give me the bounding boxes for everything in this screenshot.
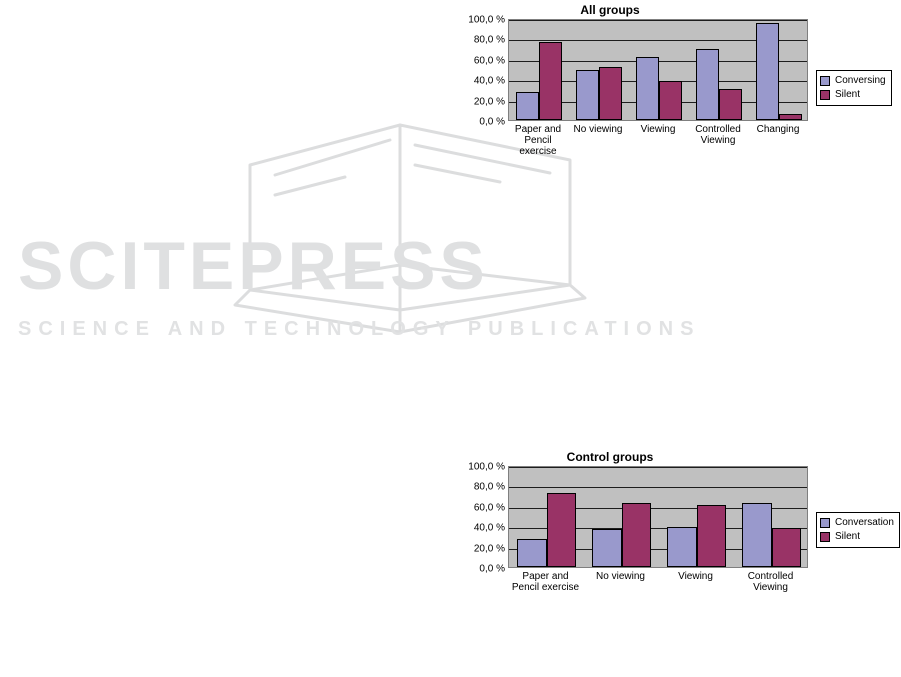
bar: [659, 81, 682, 120]
watermark-brand: SCITEPRESS: [18, 232, 489, 300]
xtick-label: Paper and Pencil exercise: [508, 568, 583, 593]
ytick-label: 60,0 %: [474, 55, 509, 66]
xtick-label: Controlled Viewing: [733, 568, 808, 593]
bar: [516, 92, 539, 120]
ytick-label: 80,0 %: [474, 482, 509, 493]
ytick-label: 40,0 %: [474, 76, 509, 87]
xtick-label: No viewing: [568, 121, 628, 157]
ytick-label: 0,0 %: [479, 117, 509, 128]
bar: [599, 67, 622, 120]
bar: [517, 539, 546, 567]
legend-label: Conversing: [835, 74, 886, 88]
legend-swatch: [820, 532, 830, 542]
xtick-label: Paper and Pencil exercise: [508, 121, 568, 157]
bar: [696, 49, 719, 120]
bar: [742, 503, 771, 567]
legend-label: Silent: [835, 530, 860, 544]
bar: [697, 505, 726, 567]
legend-swatch: [820, 90, 830, 100]
ytick-label: 40,0 %: [474, 523, 509, 534]
legend: ConversingSilent: [816, 70, 892, 106]
all-groups-chart: All groups0,0 %20,0 %40,0 %60,0 %80,0 %1…: [460, 3, 892, 157]
ytick-label: 0,0 %: [479, 564, 509, 575]
ytick-label: 100,0 %: [468, 15, 509, 26]
plot-area: 0,0 %20,0 %40,0 %60,0 %80,0 %100,0 %: [508, 466, 808, 568]
ytick-label: 20,0 %: [474, 543, 509, 554]
bar: [539, 42, 562, 120]
legend-swatch: [820, 76, 830, 86]
bar: [719, 89, 742, 120]
control-groups-chart: Control groups0,0 %20,0 %40,0 %60,0 %80,…: [460, 450, 900, 593]
xtick-label: Controlled Viewing: [688, 121, 748, 157]
bar: [756, 23, 779, 120]
legend-swatch: [820, 518, 830, 528]
bar: [667, 527, 696, 567]
legend-label: Conversation: [835, 516, 894, 530]
xtick-label: Viewing: [628, 121, 688, 157]
bar: [622, 503, 651, 567]
bar: [779, 114, 802, 120]
plot-area: 0,0 %20,0 %40,0 %60,0 %80,0 %100,0 %: [508, 19, 808, 121]
legend-label: Silent: [835, 88, 860, 102]
ytick-label: 100,0 %: [468, 462, 509, 473]
xtick-label: Viewing: [658, 568, 733, 593]
ytick-label: 20,0 %: [474, 96, 509, 107]
bar: [592, 529, 621, 567]
watermark-tagline: SCIENCE AND TECHNOLOGY PUBLICATIONS: [18, 318, 700, 341]
ytick-label: 60,0 %: [474, 502, 509, 513]
bar: [547, 493, 576, 567]
bar: [636, 57, 659, 120]
bar: [576, 70, 599, 120]
xtick-label: No viewing: [583, 568, 658, 593]
legend: ConversationSilent: [816, 512, 900, 548]
ytick-label: 80,0 %: [474, 35, 509, 46]
bar: [772, 528, 801, 567]
xtick-label: Changing: [748, 121, 808, 157]
